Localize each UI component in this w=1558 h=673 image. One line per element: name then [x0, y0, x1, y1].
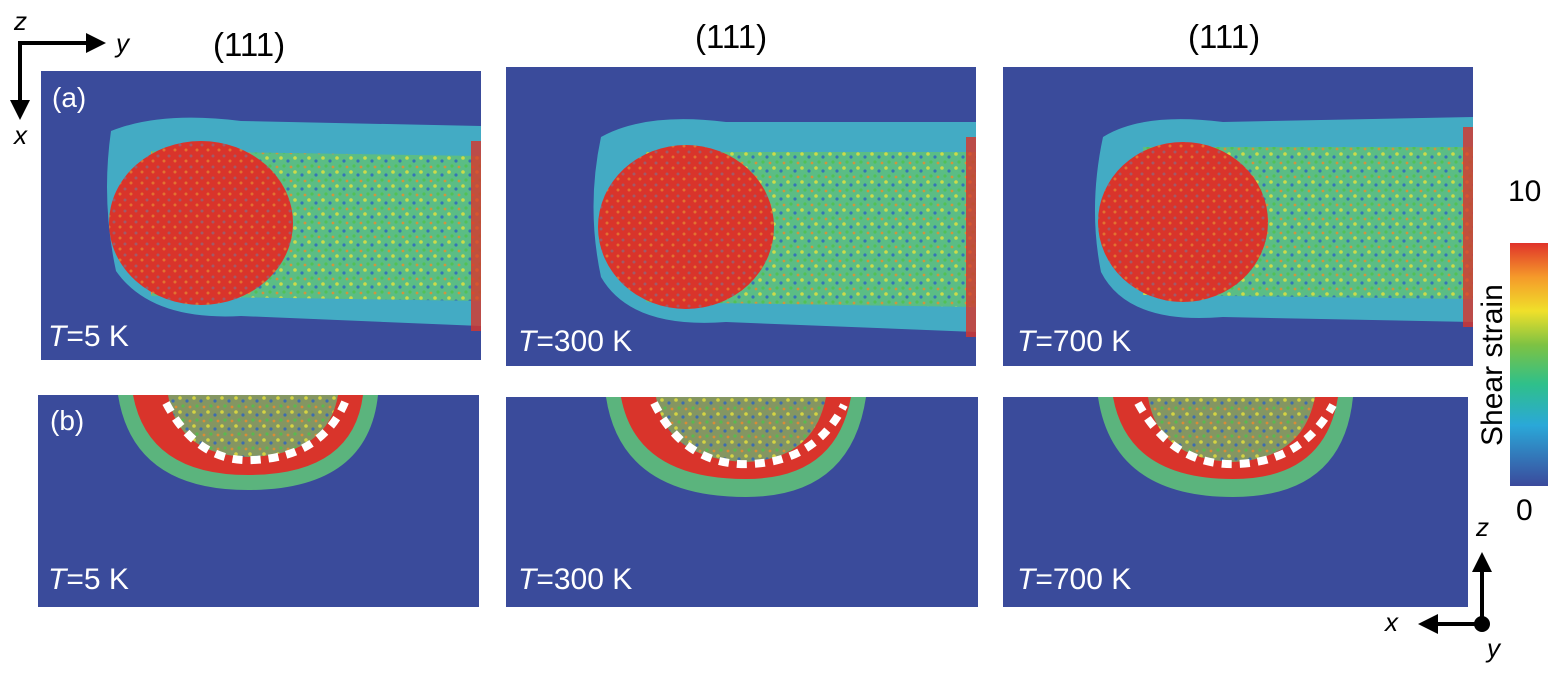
panel-label-b: (b) [50, 405, 85, 436]
panel-a-5K [41, 71, 481, 360]
panel-label-a: (a) [52, 82, 87, 113]
axes-indicator-bottom-right [1418, 552, 1492, 634]
shear-strain-map [38, 395, 479, 607]
panel-b-700K [1003, 397, 1468, 607]
temperature-label: T=300 K [518, 325, 633, 358]
colorbar-min-label: 0 [1516, 494, 1533, 527]
panel-b-5K [38, 395, 479, 607]
colorbar-max-label: 10 [1508, 175, 1542, 208]
temperature-label: T=700 K [1017, 563, 1132, 596]
temperature-label: T=5 K [48, 563, 129, 596]
colorbar-title: Shear strain [1476, 284, 1509, 446]
panel-b-300K [506, 397, 978, 607]
temperature-label: T=700 K [1017, 325, 1132, 358]
column-title-1: (111) [213, 26, 286, 63]
dashed-boundary [650, 401, 848, 469]
temperature-label: T=5 K [48, 320, 129, 353]
z-axis-arrow [1472, 552, 1492, 624]
axes-indicator-top-left [10, 33, 106, 120]
panel-a-300K [506, 67, 976, 366]
dashed-boundary [162, 398, 350, 465]
shear-strain-map [41, 71, 481, 360]
shear-strain-map [1003, 397, 1468, 607]
axis-label-z: z [1476, 512, 1489, 542]
shear-strain-map [1003, 67, 1473, 366]
panel-a-700K [1003, 67, 1473, 366]
axis-label-y: y [116, 28, 129, 58]
dashed-boundary [1134, 401, 1337, 469]
shear-strain-map [506, 397, 978, 607]
x-axis-arrow [10, 41, 30, 120]
shear-strain-map [506, 67, 976, 366]
column-title-3: (111) [1188, 18, 1261, 55]
axis-label-x: x [1385, 607, 1398, 637]
colorbar [1510, 243, 1548, 486]
axis-label-x: x [14, 120, 27, 150]
axis-label-y: y [1487, 633, 1500, 663]
y-axis-arrow [20, 33, 106, 53]
y-axis-out-dot [1474, 616, 1490, 632]
x-axis-arrow [1418, 614, 1482, 634]
axis-label-z: z [14, 6, 27, 36]
temperature-label: T=300 K [518, 563, 633, 596]
column-title-2: (111) [695, 18, 768, 55]
